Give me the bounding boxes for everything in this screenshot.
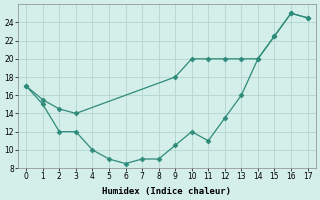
X-axis label: Humidex (Indice chaleur): Humidex (Indice chaleur) [102, 187, 231, 196]
